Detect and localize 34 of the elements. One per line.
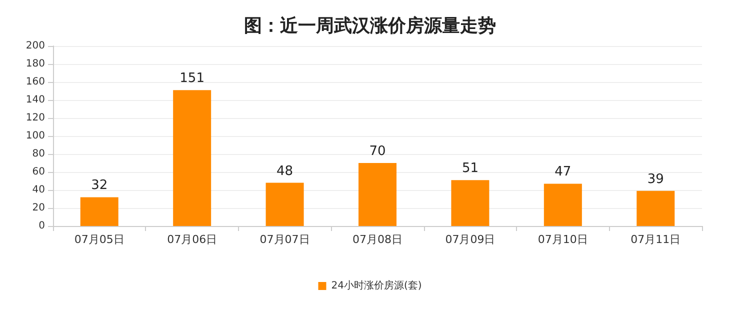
y-tick-label: 160 <box>26 76 45 88</box>
y-tick-label: 60 <box>32 166 45 178</box>
data-label: 151 <box>180 71 204 86</box>
x-tick-label: 07月10日 <box>538 233 588 246</box>
chart-title: 图：近一周武汉涨价房源量走势 <box>244 16 496 36</box>
y-tick-label: 180 <box>26 58 45 70</box>
data-label: 47 <box>554 164 572 180</box>
bar <box>544 184 582 226</box>
y-tick-label: 140 <box>26 94 45 106</box>
x-tick-label: 07月11日 <box>630 233 681 246</box>
legend-label: 24小时涨价房源(套) <box>331 280 422 292</box>
y-tick-label: 80 <box>32 148 45 160</box>
data-label: 32 <box>91 178 108 194</box>
y-tick-label: 40 <box>32 184 45 196</box>
data-label: 51 <box>462 161 478 176</box>
x-tick-label: 07月07日 <box>260 233 310 246</box>
y-tick-label: 100 <box>26 130 45 142</box>
bar <box>80 197 118 226</box>
x-tick-label: 07月09日 <box>445 233 496 246</box>
bar <box>451 180 490 226</box>
data-label: 39 <box>647 172 664 187</box>
x-tick-label: 07月08日 <box>352 233 402 246</box>
y-tick-label: 0 <box>38 220 45 232</box>
y-tick-label: 200 <box>26 40 45 52</box>
bar <box>636 190 675 226</box>
y-tick-label: 120 <box>26 112 45 124</box>
y-tick-label: 20 <box>32 202 45 214</box>
data-label: 70 <box>369 144 386 159</box>
bar <box>173 90 212 226</box>
x-tick-label: 07月06日 <box>167 233 218 246</box>
x-tick-label: 07月05日 <box>74 233 124 246</box>
bar <box>266 182 304 226</box>
data-label: 48 <box>276 164 294 179</box>
bar <box>358 163 396 226</box>
